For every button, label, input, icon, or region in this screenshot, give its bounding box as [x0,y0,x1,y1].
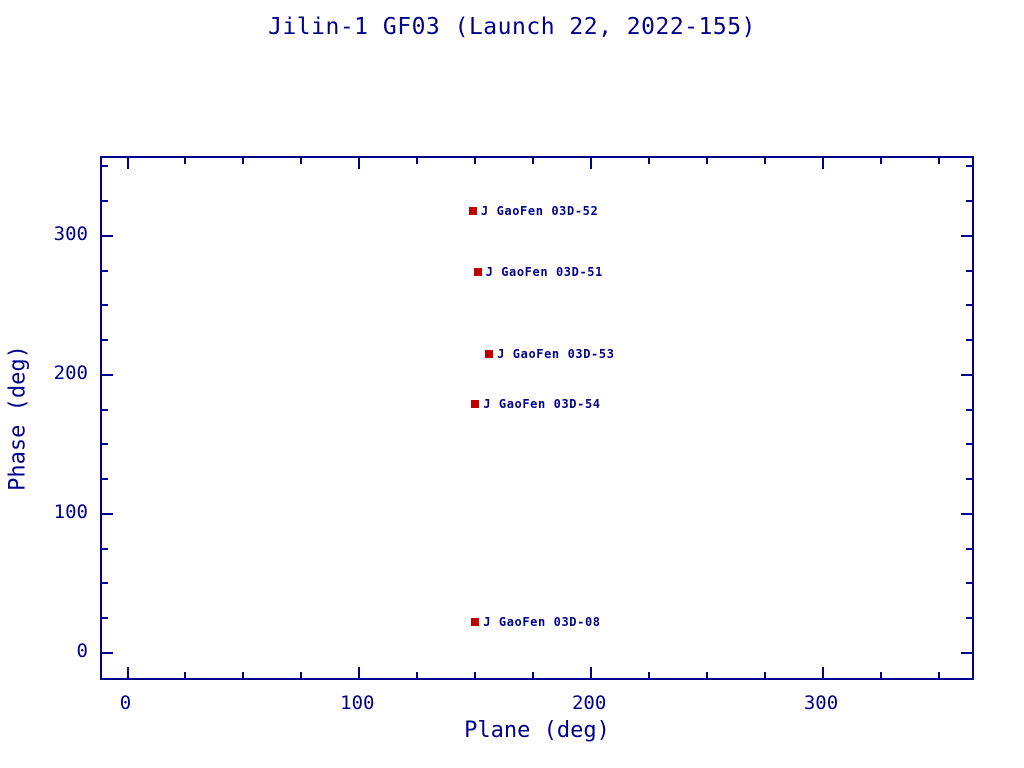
x-axis-tick [879,672,882,678]
y-axis-tick-right [966,443,972,446]
x-tick-label: 300 [803,692,839,714]
x-axis-tick-top [648,158,651,164]
x-axis-tick-top [242,158,245,164]
y-axis-tick [102,269,108,272]
x-axis-tick-top [300,158,303,164]
satellite-marker [485,349,494,358]
y-axis-tick [102,547,108,550]
x-axis-tick-top [590,158,593,169]
x-axis-tick [300,672,303,678]
x-axis-tick [821,667,824,678]
y-axis-tick [102,408,108,411]
y-tick-label: 0 [76,639,88,662]
x-axis-tick-top [126,158,129,169]
y-axis-tick-right [966,269,972,272]
y-axis-tick-right [961,234,972,237]
x-axis-tick-top [879,158,882,164]
x-axis-tick [532,672,535,678]
x-tick-label: 200 [571,692,607,714]
y-axis-tick-right [966,408,972,411]
page-title: Jilin-1 GF03 (Launch 22, 2022-155) [268,14,756,40]
x-axis-tick [184,672,187,678]
y-axis-title: Phase (deg) [5,345,31,491]
x-axis-tick-top [937,158,940,164]
x-axis-tick [706,672,709,678]
satellite-marker [471,618,480,627]
x-axis-tick-top [532,158,535,164]
x-axis-tick [590,667,593,678]
data-point-label: J GaoFen 03D-53 [497,346,615,361]
y-axis-tick-right [961,373,972,376]
x-axis-tick [648,672,651,678]
y-axis-tick [102,617,108,620]
y-axis-tick-right [966,617,972,620]
y-axis-tick-right [961,512,972,515]
x-axis-title: Plane (deg) [464,718,610,743]
x-axis-tick [242,672,245,678]
data-point-label: J GaoFen 03D-52 [480,203,599,218]
satellite-marker [468,206,477,215]
y-axis-tick-right [966,304,972,307]
satellite-marker [473,267,482,276]
y-axis-tick [102,651,113,654]
x-axis-tick [937,672,940,678]
y-axis-tick-right [966,339,972,342]
x-axis-tick [474,672,477,678]
x-axis-tick [358,667,361,678]
y-axis-tick [102,339,108,342]
x-axis-tick [764,672,767,678]
y-axis-tick-right [966,582,972,585]
y-axis-tick-right [966,200,972,203]
y-axis-tick [102,165,108,168]
y-axis-tick [102,234,113,237]
x-axis-tick [126,667,129,678]
x-axis-tick-top [358,158,361,169]
data-point-label: J GaoFen 03D-54 [483,397,601,412]
y-tick-label: 300 [53,222,88,245]
y-axis-tick [102,200,108,203]
satellite-marker [471,400,480,409]
x-axis-tick-top [764,158,767,164]
x-axis-tick-top [821,158,824,169]
y-axis-tick-right [966,165,972,168]
x-axis-tick-top [416,158,419,164]
y-axis-tick [102,304,108,307]
x-axis-tick-top [184,158,187,164]
y-axis-tick-right [966,547,972,550]
y-axis-tick [102,478,108,481]
y-axis-tick [102,443,108,446]
y-axis-tick [102,512,113,515]
data-point-label: J GaoFen 03D-08 [483,615,601,630]
plot-area: J GaoFen 03D-52 J GaoFen 03D-51 J GaoFen 0… [102,158,972,678]
y-tick-label: 200 [53,361,88,384]
x-axis-tick-top [474,158,477,164]
y-axis-tick [102,582,108,585]
plot-frame: J GaoFen 03D-52 J GaoFen 03D-51 J GaoFen 0… [100,156,974,680]
x-axis-tick [416,672,419,678]
y-axis-tick-right [961,651,972,654]
y-axis-title-container: Phase (deg) [0,156,36,680]
x-axis-tick-top [706,158,709,164]
x-tick-label: 0 [119,692,132,714]
y-axis-tick-right [966,478,972,481]
y-tick-label: 100 [53,500,88,523]
data-point-label: J GaoFen 03D-51 [485,264,603,279]
x-tick-label: 100 [340,692,375,714]
y-axis-tick [102,373,113,376]
